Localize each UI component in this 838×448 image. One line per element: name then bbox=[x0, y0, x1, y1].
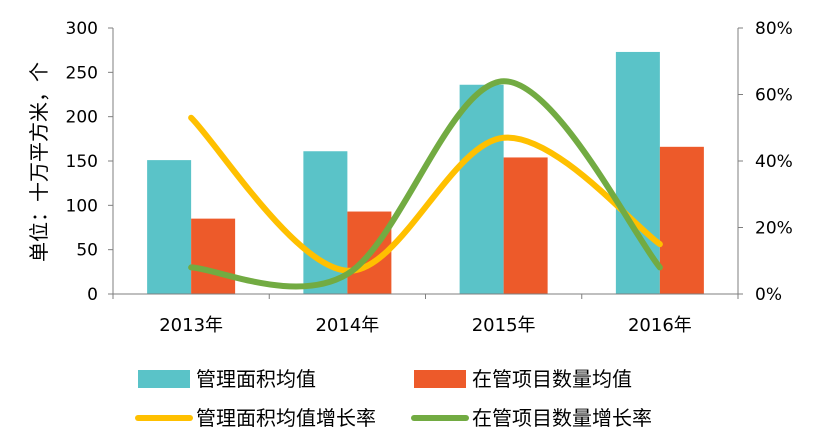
right-tick-label: 60% bbox=[755, 86, 793, 106]
bar-2-2016年 bbox=[659, 146, 704, 294]
legend-label: 管理面积均值 bbox=[196, 367, 316, 391]
lines-layer bbox=[188, 78, 663, 290]
x-tick-labels: 2013年 2014年 2015年 2016年 bbox=[159, 315, 692, 336]
legend-swatch-bar bbox=[138, 370, 190, 388]
left-tick-label: 200 bbox=[66, 108, 98, 128]
left-tick-label: 150 bbox=[66, 152, 98, 172]
bar-1-2013年 bbox=[147, 160, 192, 294]
x-tick-label: 2016年 bbox=[628, 315, 692, 336]
left-tick-labels: 0 50 100 150 200 250 300 bbox=[66, 19, 98, 305]
x-tick-label: 2013年 bbox=[159, 315, 223, 336]
right-tick-label: 20% bbox=[755, 219, 793, 239]
right-tick-label: 40% bbox=[755, 152, 793, 172]
y-axis-title: 单位：十万平方米，个 bbox=[27, 62, 51, 262]
bar-2-2015年 bbox=[503, 157, 548, 294]
line-series-1 bbox=[188, 114, 663, 274]
left-tick-label: 300 bbox=[66, 19, 98, 39]
right-tick-label: 80% bbox=[755, 19, 793, 39]
line-series-2 bbox=[188, 78, 663, 290]
bar-1-2015年 bbox=[459, 84, 504, 294]
left-tick-label: 100 bbox=[66, 196, 98, 216]
left-tick-label: 50 bbox=[76, 241, 98, 261]
bars-layer bbox=[147, 51, 704, 294]
left-tick-label: 0 bbox=[87, 285, 98, 305]
legend-label: 在管项目数量增长率 bbox=[472, 406, 652, 430]
left-tick-label: 250 bbox=[66, 63, 98, 83]
legend-label: 管理面积均值增长率 bbox=[196, 406, 376, 430]
legend-label: 在管项目数量均值 bbox=[472, 367, 632, 391]
x-tick-label: 2014年 bbox=[315, 315, 379, 336]
bar-2-2013年 bbox=[191, 218, 236, 294]
right-tick-labels: 0% 20% 40% 60% 80% bbox=[755, 19, 793, 305]
x-tick-label: 2015年 bbox=[472, 315, 536, 336]
axes-layer bbox=[108, 27, 743, 299]
right-tick-label: 0% bbox=[755, 285, 782, 305]
legend-swatch-bar bbox=[414, 370, 466, 388]
